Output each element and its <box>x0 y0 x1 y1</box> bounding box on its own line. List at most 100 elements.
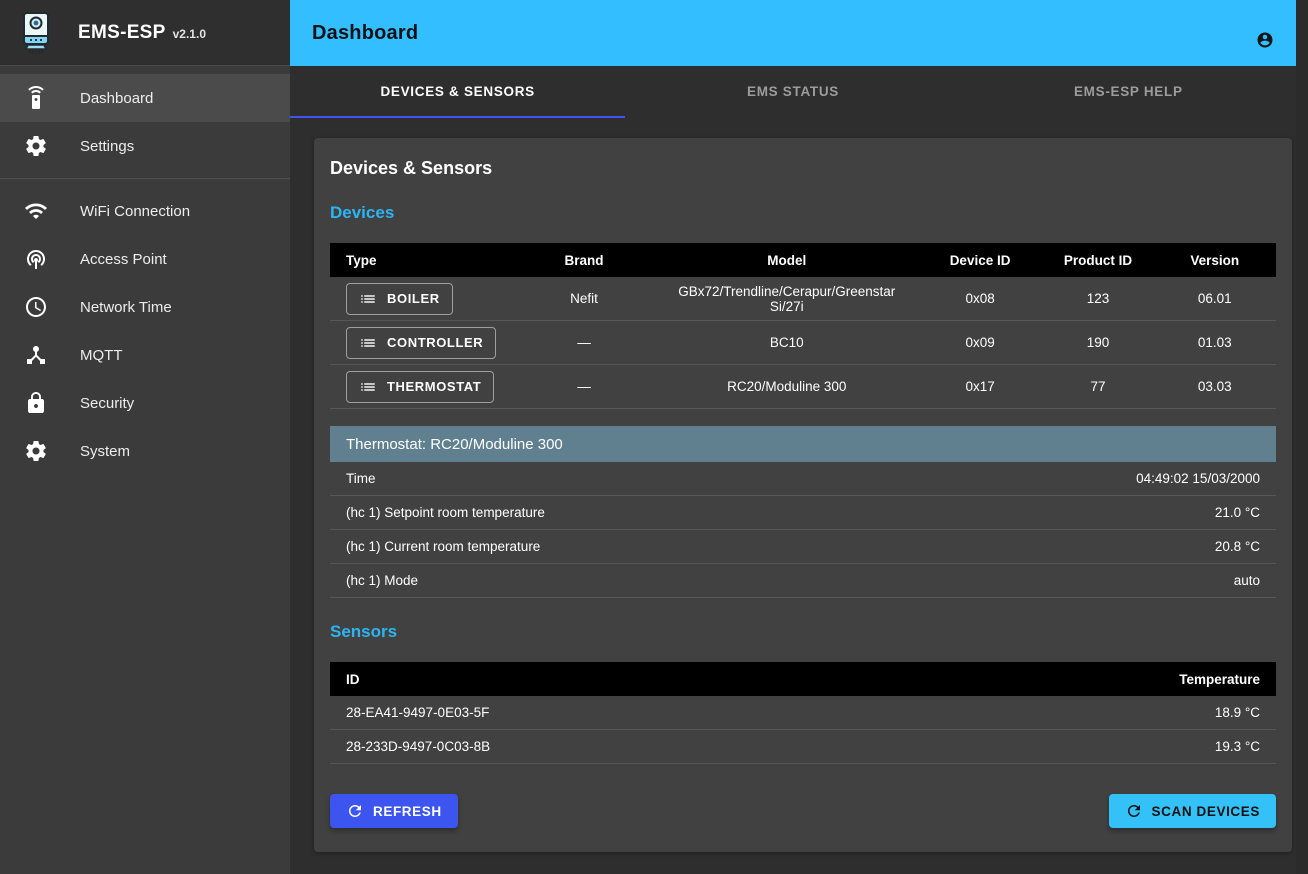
sensor-temperature: 18.9 °C <box>992 696 1276 730</box>
wifi-tethering-icon <box>24 247 48 271</box>
brand: EMS-ESP v2.1.0 <box>78 22 206 44</box>
sidebar-item-system[interactable]: System <box>0 427 290 475</box>
app-bar: Dashboard <box>290 0 1296 66</box>
panel-title: Devices & Sensors <box>330 158 493 178</box>
main-column: Dashboard DEVICES & SENSORS EMS STATUS EMS… <box>290 0 1296 874</box>
sidebar-item-label: Security <box>80 394 135 412</box>
detail-row: (hc 1) Setpoint room temperature 21.0 °C <box>330 496 1276 530</box>
device-button-controller[interactable]: CONTROLLER <box>346 326 497 359</box>
sensors-heading: Sensors <box>330 622 398 641</box>
scan-devices-button-label: SCAN DEVICES <box>1151 803 1260 819</box>
devices-col-device-id: Device ID <box>917 243 1043 277</box>
sidebar-item-label: Access Point <box>80 250 167 268</box>
device-type-cell: CONTROLLER <box>330 320 513 365</box>
detail-label: (hc 1) Mode <box>346 573 419 588</box>
tab-devices-sensors[interactable]: DEVICES & SENSORS <box>290 66 626 118</box>
sensor-temperature: 19.3 °C <box>992 729 1276 764</box>
detail-label: (hc 1) Current room temperature <box>346 539 541 554</box>
detail-row: Time 04:49:02 15/03/2000 <box>330 462 1276 496</box>
device-cell-model: RC20/Moduline 300 <box>655 364 918 409</box>
refresh-button[interactable]: REFRESH <box>330 794 458 828</box>
account-circle-icon[interactable] <box>1256 24 1274 48</box>
detail-label: (hc 1) Setpoint room temperature <box>346 505 545 520</box>
sensors-table-head: ID Temperature <box>330 662 1276 696</box>
sidebar-item-access-point[interactable]: Access Point <box>0 235 290 283</box>
detail-value: 20.8 °C <box>1214 539 1260 554</box>
list-icon <box>359 378 377 396</box>
app-version: v2.1.0 <box>172 26 206 41</box>
sidebar: EMS-ESP v2.1.0 Dashboard Settings WiFi Con… <box>0 0 290 874</box>
devices-col-model: Model <box>655 243 918 277</box>
sidebar-item-wifi-connection[interactable]: WiFi Connection <box>0 187 290 235</box>
sensor-row: 28-233D-9497-0C03-8B 19.3 °C <box>330 729 1276 764</box>
device-cell-product-id: 77 <box>1042 364 1154 409</box>
wifi-icon <box>24 199 48 223</box>
device-detail-rows: Time 04:49:02 15/03/2000 (hc 1) Setpoint r… <box>330 462 1276 598</box>
sensors-table: ID Temperature 28-EA41-9497-0E03-5F 18.9 °… <box>330 662 1276 764</box>
app-title: EMS-ESP <box>78 21 166 43</box>
tab-bar: DEVICES & SENSORS EMS STATUS EMS-ESP HELP <box>290 66 1296 118</box>
device-type-cell: THERMOSTAT <box>330 364 513 409</box>
device-button-label: BOILER <box>387 291 440 306</box>
sidebar-item-security[interactable]: Security <box>0 379 290 427</box>
scan-devices-button[interactable]: SCAN DEVICES <box>1108 794 1276 828</box>
list-icon <box>359 334 377 352</box>
device-row-controller: CONTROLLER — BC10 0x09 190 01.03 <box>330 320 1276 365</box>
device-hub-icon <box>24 343 48 367</box>
sidebar-item-label: Dashboard <box>80 89 154 107</box>
sidebar-item-mqtt[interactable]: MQTT <box>0 331 290 379</box>
clock-icon <box>24 295 48 319</box>
detail-row: (hc 1) Current room temperature 20.8 °C <box>330 530 1276 564</box>
scrollbar-track[interactable] <box>1296 0 1308 874</box>
lock-icon <box>24 391 48 415</box>
sidebar-item-label: System <box>80 442 131 460</box>
gear-icon <box>24 134 48 158</box>
sensors-col-temperature: Temperature <box>992 662 1276 696</box>
device-detail-header: Thermostat: RC20/Moduline 300 <box>330 426 1276 462</box>
sidebar-item-label: Network Time <box>80 298 172 316</box>
device-button-boiler[interactable]: BOILER <box>346 282 453 315</box>
refresh-button-label: REFRESH <box>373 803 442 819</box>
sensor-row: 28-EA41-9497-0E03-5F 18.9 °C <box>330 696 1276 730</box>
tab-ems-status[interactable]: EMS STATUS <box>746 83 839 99</box>
sidebar-item-label: WiFi Connection <box>80 202 191 220</box>
devices-col-brand: Brand <box>512 243 656 277</box>
device-cell-brand: — <box>512 320 656 365</box>
device-cell-model: BC10 <box>655 320 918 365</box>
content-area: Devices & Sensors Devices Type Brand Model… <box>290 118 1296 874</box>
device-cell-brand: Nefit <box>512 277 656 321</box>
sidebar-item-network-time[interactable]: Network Time <box>0 283 290 331</box>
devices-col-product-id: Product ID <box>1042 243 1154 277</box>
devices-col-version: Version <box>1153 243 1276 277</box>
page-title: Dashboard <box>312 21 419 44</box>
detail-label: Time <box>346 471 376 486</box>
sidebar-item-settings[interactable]: Settings <box>0 122 290 170</box>
ems-esp-logo-icon <box>16 10 56 56</box>
device-button-label: THERMOSTAT <box>387 379 482 394</box>
refresh-icon <box>1125 802 1143 820</box>
devices-table-head: Type Brand Model Device ID Product ID Version <box>330 243 1276 277</box>
refresh-icon <box>346 802 364 820</box>
settings-remote-icon <box>24 86 48 110</box>
sidebar-nav: Dashboard Settings WiFi Connection Access P… <box>0 66 290 475</box>
detail-row: (hc 1) Mode auto <box>330 564 1276 598</box>
device-button-thermostat[interactable]: THERMOSTAT <box>346 370 495 403</box>
sidebar-divider <box>0 178 290 179</box>
device-cell-device-id: 0x08 <box>917 277 1043 321</box>
device-cell-product-id: 190 <box>1042 320 1154 365</box>
device-cell-brand: — <box>512 364 656 409</box>
sensors-col-id: ID <box>330 662 993 696</box>
list-icon <box>359 290 377 308</box>
sidebar-item-dashboard[interactable]: Dashboard <box>0 74 290 122</box>
detail-value: 21.0 °C <box>1214 505 1260 520</box>
device-row-thermostat: THERMOSTAT — RC20/Moduline 300 0x17 77 03.03 <box>330 364 1276 409</box>
devices-heading: Devices <box>330 203 395 222</box>
devices-table: Type Brand Model Device ID Product ID Version… <box>330 243 1276 409</box>
sensor-id: 28-233D-9497-0C03-8B <box>330 729 993 764</box>
device-cell-version: 06.01 <box>1153 277 1276 321</box>
gear-icon <box>24 439 48 463</box>
tab-ems-esp-help[interactable]: EMS-ESP HELP <box>1073 83 1183 99</box>
actions-row: REFRESH SCAN DEVICES <box>330 794 1276 828</box>
device-button-label: CONTROLLER <box>387 335 484 350</box>
